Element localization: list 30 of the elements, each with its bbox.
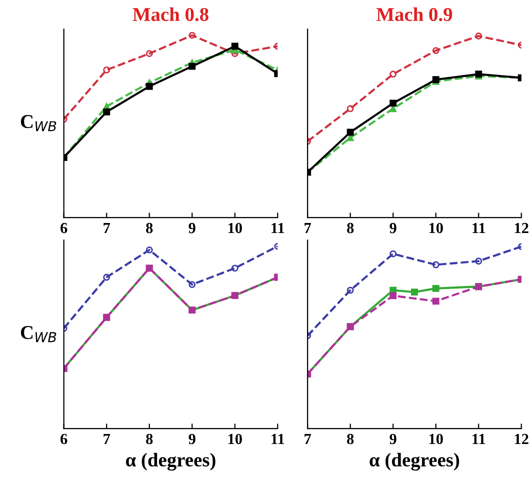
x-tick-label: 11 xyxy=(472,222,486,234)
chart-title: Mach 0.9 xyxy=(376,7,452,22)
chart-title: Mach 0.8 xyxy=(132,7,208,22)
x-tick-label: 8 xyxy=(347,222,354,234)
x-tick-label: 8 xyxy=(146,222,153,234)
x-tick-label: 7 xyxy=(304,434,312,444)
y-axis-title: C$_{WB}$ xyxy=(20,326,56,342)
x-tick-label: 7 xyxy=(304,223,312,234)
x-tick-label: 10 xyxy=(429,434,443,444)
x-tick-label: 11 xyxy=(272,434,284,444)
x-tick-label: 7 xyxy=(104,223,110,234)
y-axis-title: C$_{WB}$ xyxy=(20,115,56,132)
x-tick-label: 11 xyxy=(272,222,284,234)
x-tick-label: 12 xyxy=(514,222,528,234)
x-tick-label: 9 xyxy=(188,434,196,444)
x-tick-label: 8 xyxy=(146,434,153,444)
x-tick-label: 10 xyxy=(228,222,242,234)
x-tick-label: 9 xyxy=(188,222,196,234)
x-axis-title: α (degrees) xyxy=(370,452,460,471)
x-tick-label: 7 xyxy=(104,434,110,444)
x-tick-label: 11 xyxy=(472,434,486,444)
x-tick-label: 12 xyxy=(514,434,528,444)
x-tick-label: 10 xyxy=(429,222,443,234)
x-tick-label: 6 xyxy=(60,434,68,444)
x-axis-title: α (degrees) xyxy=(126,452,216,471)
x-tick-label: 9 xyxy=(390,434,396,444)
x-tick-label: 9 xyxy=(390,222,396,234)
x-tick-label: 6 xyxy=(60,222,68,234)
x-tick-label: 10 xyxy=(228,434,242,444)
x-tick-label: 8 xyxy=(347,434,354,444)
